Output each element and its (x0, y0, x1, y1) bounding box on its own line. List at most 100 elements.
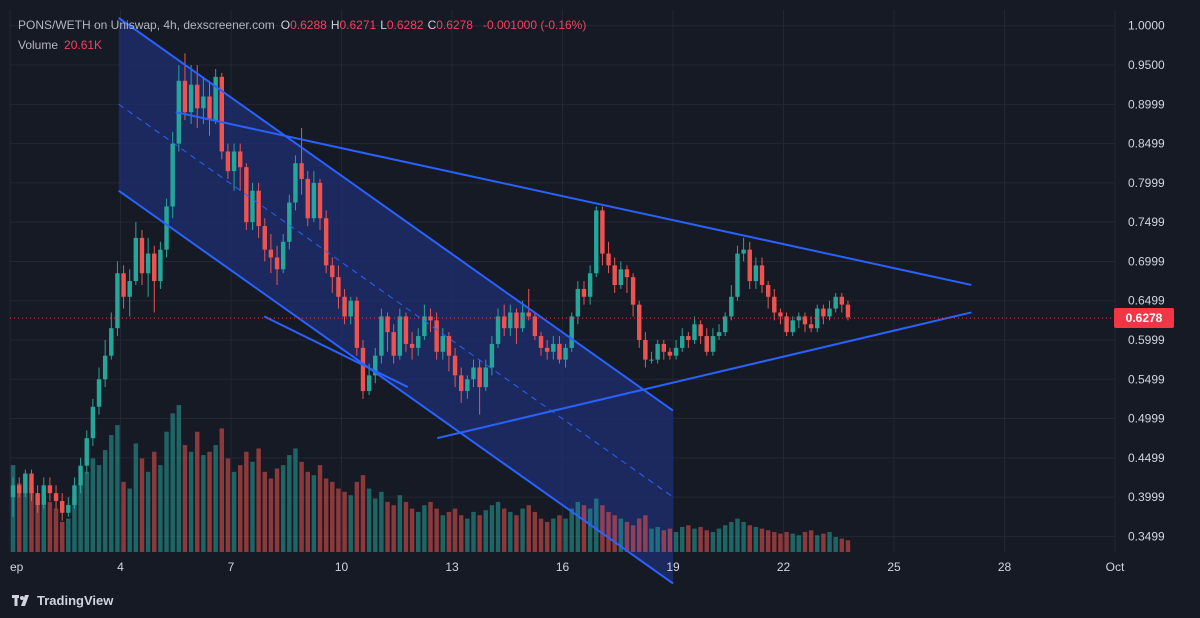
candle-body (274, 257, 280, 270)
candle-body (96, 379, 102, 407)
date-tick-label: 28 (998, 560, 1012, 574)
volume-bar (391, 505, 396, 552)
trend-lines (118, 17, 972, 585)
volume-bar (133, 443, 139, 552)
volume-bar (808, 530, 814, 552)
symbol-title[interactable]: PONS/WETH on Uniswap, 4h, dexscreener.co… (18, 18, 275, 32)
volume-bar (409, 508, 415, 552)
ohlc-value: 0.6288 (290, 18, 327, 32)
volume-bar (710, 531, 716, 552)
volume-bar (845, 540, 851, 552)
volume-bar (563, 518, 568, 552)
volume-bar (299, 461, 304, 552)
candle-body (716, 332, 722, 337)
candle-body (477, 367, 482, 388)
candle-body (323, 218, 329, 266)
volume-bar (575, 501, 581, 552)
candle-body (544, 347, 550, 352)
date-tick-label: 13 (445, 560, 459, 574)
volume-bar (790, 533, 795, 552)
date-tick-label: 10 (335, 560, 349, 574)
channel-lower-line (118, 189, 674, 585)
price-axis[interactable]: 1.0000 0.9500 0.8999 0.8499 0.7999 0.7499 0.69… (1128, 19, 1165, 544)
candle-body (102, 355, 108, 380)
candle-body (612, 265, 617, 286)
volume-bar (741, 521, 746, 552)
price-tick-label: 0.9500 (1128, 58, 1165, 72)
date-tick-label: 7 (228, 560, 235, 574)
candle-body (403, 316, 409, 344)
volume-bar (679, 526, 685, 552)
ohlc-value: 0.6271 (339, 18, 377, 32)
candle-body (802, 316, 808, 325)
candle-body (692, 324, 697, 340)
volume-label[interactable]: Volume (18, 38, 59, 52)
volume-bar (342, 491, 347, 552)
volume-bar (231, 471, 237, 552)
candle-body (458, 375, 464, 392)
candle-body (416, 336, 421, 348)
volume-bar (698, 526, 703, 552)
candle-body (637, 304, 642, 340)
candle-body (385, 316, 390, 333)
candle-body (501, 316, 507, 329)
candle-body (121, 273, 126, 297)
volume-bar (182, 445, 188, 552)
price-tick-label: 0.8999 (1128, 97, 1165, 111)
volume-bar (495, 501, 501, 552)
volume-bar (692, 528, 697, 552)
candle-body (446, 336, 452, 356)
volume-bar (201, 455, 206, 552)
volume-bar (225, 458, 231, 552)
time-axis[interactable]: ep 4 7 10 13 16 19 22 25 28 Oct (10, 560, 1125, 574)
volume-bar (78, 483, 83, 552)
volume-bar (23, 475, 28, 552)
candle-body (219, 76, 225, 152)
candle-body (145, 253, 151, 274)
candle-body (158, 249, 163, 282)
candle-body (379, 316, 384, 356)
date-tick-label: Oct (1106, 560, 1125, 574)
volume-bar (422, 505, 427, 552)
candle-body (465, 379, 470, 392)
candle-body (10, 485, 16, 498)
tradingview-logo[interactable]: TradingView (12, 593, 113, 608)
candle-body (710, 336, 716, 352)
candle-body (115, 273, 120, 329)
volume-bar (465, 518, 470, 552)
date-tick-label: 22 (777, 560, 791, 574)
candle-body (434, 320, 439, 352)
trend-line (263, 315, 409, 388)
candle-body (759, 265, 765, 286)
price-tick-label: 0.7999 (1128, 176, 1165, 190)
candle-body (833, 296, 838, 309)
volume-bar (207, 451, 212, 552)
volume-bar (630, 525, 636, 552)
price-tick-label: 0.4499 (1128, 451, 1165, 465)
candle-body (47, 485, 53, 494)
price-tick-label: 0.8499 (1128, 137, 1165, 151)
volume-bar (532, 511, 538, 552)
candle-body (59, 501, 65, 513)
volume-bar (237, 465, 243, 552)
volume-bar (47, 501, 53, 552)
volume-bar (219, 428, 225, 552)
volume-bar (416, 511, 421, 552)
ohlc-value: 0.6282 (386, 18, 424, 32)
volume-value: 20.61K (64, 38, 103, 52)
volume-bar (765, 530, 771, 552)
candle-body (336, 277, 341, 297)
volume-row: Volume 20.61K (18, 35, 590, 55)
candle-body (452, 355, 458, 376)
candle-body (581, 288, 587, 297)
volume-bar (452, 508, 458, 552)
candle-body (661, 343, 667, 352)
volume-bar (551, 518, 556, 552)
volume-bar (158, 465, 163, 552)
candle-body (679, 336, 685, 348)
change-value: -0.001000 (-0.16%) (482, 18, 587, 32)
candle-body (23, 473, 28, 494)
volume-bar (544, 521, 550, 552)
volume-bar (839, 538, 845, 552)
